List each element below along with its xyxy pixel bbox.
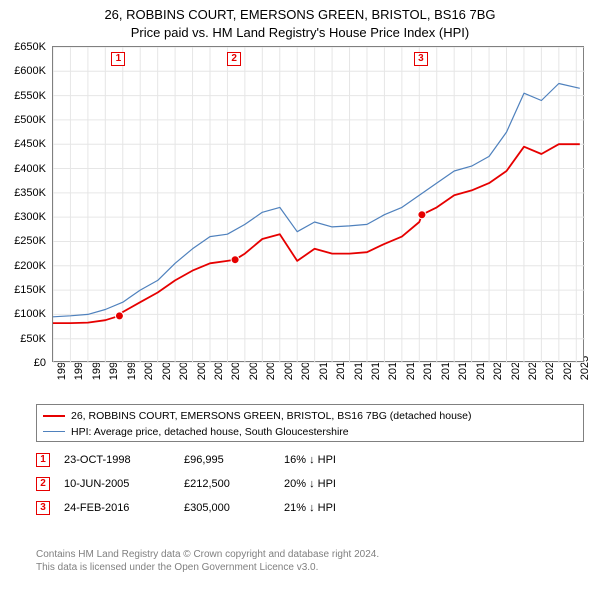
attribution-line2: This data is licensed under the Open Gov… xyxy=(36,562,318,573)
y-tick-label: £150K xyxy=(0,284,46,296)
y-tick-label: £300K xyxy=(0,211,46,223)
legend-swatch xyxy=(43,415,65,417)
y-tick-label: £50K xyxy=(0,333,46,345)
top-marker: 1 xyxy=(111,52,125,66)
y-tick-label: £400K xyxy=(0,163,46,175)
top-marker: 2 xyxy=(227,52,241,66)
y-tick-label: £500K xyxy=(0,114,46,126)
transaction-diff: 20% ↓ HPI xyxy=(284,478,404,490)
legend: 26, ROBBINS COURT, EMERSONS GREEN, BRIST… xyxy=(36,404,584,442)
legend-label: HPI: Average price, detached house, Sout… xyxy=(71,426,349,438)
transaction-price: £212,500 xyxy=(184,478,284,490)
legend-item: HPI: Average price, detached house, Sout… xyxy=(43,425,577,441)
legend-item: 26, ROBBINS COURT, EMERSONS GREEN, BRIST… xyxy=(43,409,577,425)
plot-area xyxy=(52,46,584,362)
legend-label: 26, ROBBINS COURT, EMERSONS GREEN, BRIST… xyxy=(71,410,472,422)
transaction-price: £305,000 xyxy=(184,502,284,514)
transaction-row: 3 24-FEB-2016£305,00021% ↓ HPI xyxy=(36,500,404,516)
transaction-marker: 2 xyxy=(36,477,50,491)
transaction-marker: 1 xyxy=(36,453,50,467)
legend-swatch xyxy=(43,431,65,432)
title-line2: Price paid vs. HM Land Registry's House … xyxy=(131,25,469,40)
attribution-line1: Contains HM Land Registry data © Crown c… xyxy=(36,549,379,560)
transaction-date: 10-JUN-2005 xyxy=(64,478,184,490)
transaction-price: £96,995 xyxy=(184,454,284,466)
title-line1: 26, ROBBINS COURT, EMERSONS GREEN, BRIST… xyxy=(104,7,495,22)
y-tick-label: £650K xyxy=(0,41,46,53)
y-tick-label: £250K xyxy=(0,235,46,247)
y-tick-label: £0 xyxy=(0,357,46,369)
transaction-diff: 21% ↓ HPI xyxy=(284,502,404,514)
transaction-date: 24-FEB-2016 xyxy=(64,502,184,514)
y-tick-label: £450K xyxy=(0,138,46,150)
transaction-row: 1 23-OCT-1998£96,99516% ↓ HPI xyxy=(36,452,404,468)
y-tick-label: £350K xyxy=(0,187,46,199)
y-tick-label: £600K xyxy=(0,65,46,77)
transaction-diff: 16% ↓ HPI xyxy=(284,454,404,466)
y-tick-label: £100K xyxy=(0,308,46,320)
y-tick-label: £200K xyxy=(0,260,46,272)
plot-svg xyxy=(53,47,585,363)
transactions-table: 1 23-OCT-1998£96,99516% ↓ HPI 2 10-JUN-2005… xyxy=(36,452,404,524)
attribution: Contains HM Land Registry data © Crown c… xyxy=(36,548,379,574)
figure-root: 26, ROBBINS COURT, EMERSONS GREEN, BRIST… xyxy=(0,0,600,590)
transaction-date: 23-OCT-1998 xyxy=(64,454,184,466)
top-marker: 3 xyxy=(414,52,428,66)
transaction-row: 2 10-JUN-2005£212,50020% ↓ HPI xyxy=(36,476,404,492)
y-tick-label: £550K xyxy=(0,90,46,102)
chart-title: 26, ROBBINS COURT, EMERSONS GREEN, BRIST… xyxy=(0,0,600,41)
transaction-marker: 3 xyxy=(36,501,50,515)
